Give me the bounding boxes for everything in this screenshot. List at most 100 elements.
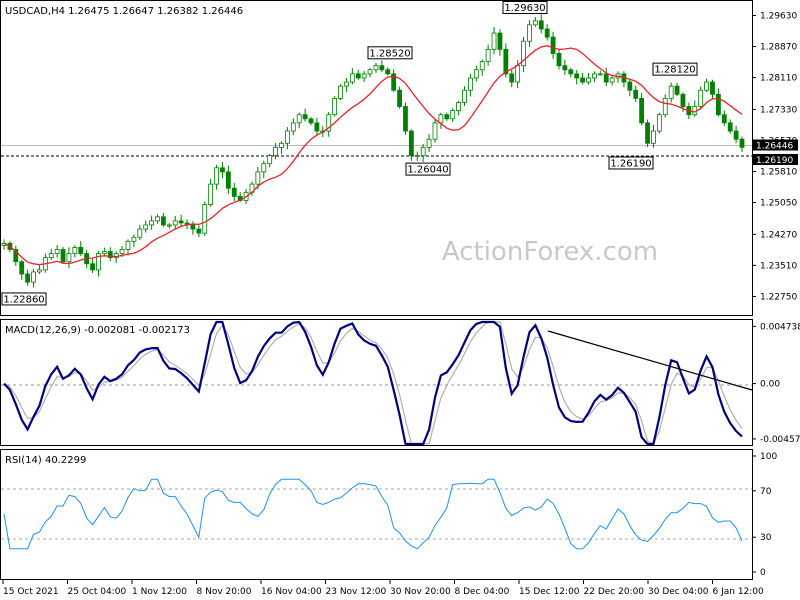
x-tick-label: 25 Oct 04:00 — [68, 587, 127, 597]
candle-body — [639, 97, 645, 124]
rsi-line — [3, 478, 743, 550]
macd-y-tick-label: -0.004578 — [760, 435, 800, 445]
candle-body — [273, 146, 278, 156]
candle-body — [515, 65, 521, 83]
candle-body — [385, 69, 391, 75]
macd-y-axis: 0.004738 0.00 -0.004578 — [752, 322, 800, 445]
x-tick-label: 1 Nov 12:00 — [132, 587, 187, 597]
rsi-y-axis: 100 70 30 0 — [752, 452, 777, 578]
candle-body — [633, 89, 639, 99]
price-annotation-label: 1.29630 — [504, 3, 545, 14]
price-grid — [1, 145, 752, 157]
price-y-tick-label: 1.25810 — [760, 167, 797, 177]
candle-body — [456, 102, 462, 112]
x-tick-label: 15 Oct 2021 — [3, 587, 59, 597]
candle-body — [397, 89, 402, 107]
candle-body — [491, 32, 497, 50]
candle-body — [13, 249, 19, 263]
candle-body — [580, 77, 585, 83]
price-y-tick-label: 1.28110 — [760, 74, 797, 84]
candle-body — [497, 32, 503, 50]
candle-body — [645, 122, 650, 144]
candle-body — [54, 249, 60, 254]
watermark: ActionForex.com — [442, 237, 658, 267]
candle-body — [72, 247, 78, 254]
candle-body — [231, 187, 237, 197]
candle-body — [349, 73, 355, 83]
rsi-panel-frame — [0, 449, 753, 580]
macd-y-tick-label: 0.00 — [760, 380, 780, 390]
x-tick-label: 30 Nov 20:00 — [390, 587, 451, 597]
candle-body — [562, 65, 568, 71]
candle-body — [255, 171, 261, 185]
candle-body — [267, 155, 273, 165]
candle-body — [544, 28, 550, 38]
candle-body — [704, 81, 709, 91]
candle-body — [627, 81, 633, 91]
candle-body — [733, 130, 739, 140]
price-annotation-label: 1.26040 — [407, 165, 448, 176]
candle-body — [597, 73, 603, 76]
price-annotation: 1.22860 — [1, 292, 47, 306]
candle-body — [503, 48, 509, 75]
candle-body — [214, 167, 219, 185]
candle-body — [302, 114, 308, 120]
candle-body — [202, 204, 208, 234]
candle-body — [473, 69, 479, 79]
candle-body — [284, 130, 290, 144]
candle-body — [25, 273, 31, 283]
rsi-y-tick-label: 0 — [760, 568, 766, 578]
candle-body — [373, 65, 379, 71]
candle-body — [161, 216, 166, 226]
rsi-y-tick-label: 70 — [760, 487, 772, 497]
candle-body — [172, 220, 178, 226]
candle-body — [361, 73, 367, 79]
candle-body — [674, 85, 680, 95]
candle-body — [432, 122, 438, 140]
price-y-tick-label: 1.29630 — [760, 11, 797, 21]
candle-body — [101, 251, 107, 254]
rsi-title: RSI(14) 40.2299 — [5, 455, 86, 466]
candle-body — [592, 73, 597, 79]
candle-body — [656, 114, 662, 132]
macd-trendline — [547, 330, 753, 391]
hline-price-label: 1.26190 — [756, 156, 793, 166]
candles — [1, 14, 745, 288]
candle-body — [66, 253, 72, 263]
candle-body — [96, 253, 101, 271]
candle-body — [468, 77, 473, 91]
candle-body — [727, 122, 733, 132]
candle-body — [521, 40, 526, 67]
candle-body — [344, 81, 349, 87]
macd-title: MACD(12,26,9) -0.002081 -0.002173 — [5, 325, 190, 336]
candle-body — [527, 24, 532, 42]
candle-body — [651, 130, 656, 144]
price-y-tick-label: 1.24270 — [760, 230, 797, 240]
current-price-marker: 1.26446 1.26190 — [753, 139, 798, 166]
x-tick-label: 16 Nov 04:00 — [261, 587, 322, 597]
candle-body — [721, 114, 727, 124]
candle-body — [420, 146, 426, 156]
price-annotations: 1.28520 1.29630 1.28120 1.26040 1.26190 1.228… — [1, 0, 698, 306]
x-tick-label: 8 Dec 04:00 — [455, 587, 510, 597]
macd-panel-frame — [0, 319, 753, 446]
rsi-y-tick-label: 100 — [760, 452, 777, 462]
candle-body — [479, 61, 485, 71]
candle-body — [710, 81, 715, 95]
price-annotation-label: 1.28520 — [369, 48, 410, 59]
candle-body — [290, 122, 296, 132]
candle-body — [107, 251, 113, 259]
candle-body — [509, 73, 515, 83]
candle-body — [680, 93, 686, 107]
candle-body — [662, 97, 668, 116]
candle-body — [403, 106, 408, 132]
candle-body — [166, 224, 172, 227]
macd-line — [3, 320, 743, 446]
candle-body — [155, 216, 160, 222]
candle-body — [379, 65, 385, 71]
x-tick-label: 30 Dec 04:00 — [648, 587, 709, 597]
candle-body — [326, 114, 332, 132]
candle-body — [314, 122, 320, 132]
candle-body — [438, 114, 444, 124]
